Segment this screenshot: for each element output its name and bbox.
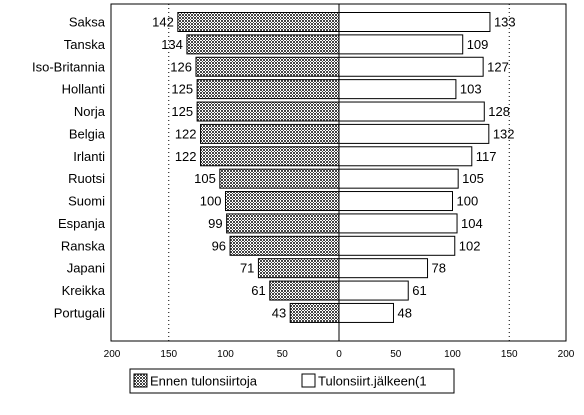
category-label: Norja: [74, 104, 106, 119]
category-label: Espanja: [58, 216, 106, 231]
bar-right: [338, 123, 490, 144]
category-label: Kreikka: [62, 283, 106, 298]
bar-right: [338, 34, 464, 55]
value-label-left: 125: [171, 82, 193, 97]
value-label-right: 132: [493, 126, 515, 141]
x-tick-label: 0: [336, 349, 342, 360]
value-label-left: 71: [240, 261, 254, 276]
bar-left: [257, 258, 340, 279]
bar-left: [219, 168, 340, 189]
value-label-left: 122: [175, 126, 197, 141]
bar-right: [338, 191, 453, 212]
value-label-right: 109: [467, 37, 489, 52]
category-label: Ruotsi: [68, 171, 105, 186]
bar-right: [338, 213, 458, 234]
bar-right: [338, 79, 457, 100]
value-label-right: 103: [460, 82, 482, 97]
bar-left: [229, 235, 340, 256]
category-label: Suomi: [68, 194, 105, 209]
bar-right: [338, 101, 485, 122]
value-label-right: 78: [432, 261, 446, 276]
value-label-right: 117: [476, 149, 497, 164]
labels-layer: Saksa 142 133 Tanska 134 109 Iso-Britannia 126 1…: [32, 15, 516, 321]
value-label-right: 133: [494, 15, 516, 30]
x-tick-label: 150: [501, 349, 518, 360]
category-label: Hollanti: [62, 82, 105, 97]
bar-right: [338, 146, 473, 167]
bar-left: [200, 123, 340, 144]
x-tick-label: 200: [104, 349, 121, 360]
x-tick-label: 150: [160, 349, 177, 360]
x-tick-label: 50: [390, 349, 402, 360]
value-label-right: 105: [462, 171, 484, 186]
value-label-right: 48: [397, 305, 411, 320]
legend-label-before: Ennen tulonsiirtoja: [150, 374, 258, 389]
x-tick-label: 100: [444, 349, 461, 360]
bar-left: [200, 146, 340, 167]
bar-right: [338, 258, 429, 279]
bar-left: [225, 191, 340, 212]
category-label: Saksa: [69, 15, 106, 30]
category-label: Belgia: [69, 126, 106, 141]
value-label-left: 105: [194, 171, 216, 186]
bar-left: [226, 213, 340, 234]
value-label-right: 128: [488, 104, 510, 119]
x-axis: 200 150 100 50 0 50 100 150 200: [104, 4, 575, 360]
bar-left: [186, 34, 340, 55]
bar-left: [269, 280, 340, 301]
bar-left: [196, 101, 340, 122]
value-label-left: 99: [208, 216, 222, 231]
x-tick-label: 50: [277, 349, 289, 360]
value-label-left: 122: [175, 149, 197, 164]
bar-left: [196, 79, 340, 100]
category-label: Ranska: [61, 238, 106, 253]
bar-right: [338, 302, 394, 323]
category-label: Tanska: [64, 37, 106, 52]
bar-right: [338, 280, 409, 301]
x-tick-label: 200: [558, 349, 575, 360]
bar-left: [289, 302, 340, 323]
value-label-right: 104: [461, 216, 483, 231]
legend-swatch-white: [301, 373, 316, 388]
legend-label-after: Tulonsiirt.jälkeen(1: [318, 374, 427, 389]
value-label-left: 125: [171, 104, 193, 119]
value-label-right: 102: [459, 238, 481, 253]
grid-layer: [168, 4, 510, 341]
value-label-left: 61: [251, 283, 265, 298]
bar-right: [338, 56, 484, 77]
legend-swatch-hatched: [133, 373, 148, 388]
bars-layer: [177, 12, 491, 323]
value-label-left: 134: [161, 37, 183, 52]
value-label-right: 61: [412, 283, 426, 298]
bar-right: [338, 12, 491, 32]
value-label-left: 43: [272, 305, 286, 320]
category-label: Irlanti: [73, 149, 105, 164]
bar-right: [338, 168, 459, 189]
value-label-left: 142: [152, 15, 174, 30]
bar-left: [195, 56, 340, 77]
value-label-left: 96: [212, 238, 226, 253]
value-label-left: 126: [170, 59, 192, 74]
category-label: Iso-Britannia: [32, 59, 106, 74]
x-tick-label: 100: [217, 349, 234, 360]
value-label-left: 100: [200, 194, 222, 209]
legend-box: [129, 368, 455, 394]
value-label-right: 127: [487, 59, 509, 74]
legend: Ennen tulonsiirtoja Tulonsiirt.jälkeen(1: [129, 368, 455, 394]
value-label-right: 100: [457, 194, 479, 209]
bar-left: [177, 12, 340, 32]
category-label: Japani: [67, 261, 105, 276]
category-label: Portugali: [54, 305, 105, 320]
bar-right: [338, 235, 456, 256]
